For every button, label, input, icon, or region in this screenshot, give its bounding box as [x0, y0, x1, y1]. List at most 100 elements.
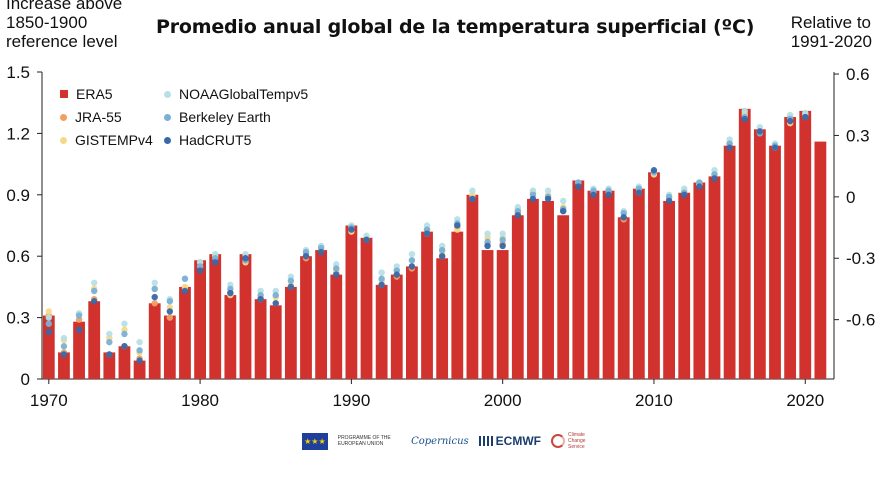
x-tick-label: 2010 [635, 391, 673, 410]
legend-berkeley-label: Berkeley Earth [179, 109, 271, 125]
bar-era5 [179, 286, 191, 379]
right-tick-label: 0 [846, 188, 855, 207]
legend-item-noaa: NOAAGlobalTempv5 [164, 86, 308, 102]
left-tick-label: 1.5 [6, 63, 30, 82]
right-tick-label: 0.3 [846, 126, 870, 145]
dot-hadcrut [544, 195, 552, 203]
legend-gistemp-marker-icon [60, 136, 67, 144]
dot-hadcrut [590, 191, 597, 198]
dot-berkeley [121, 330, 128, 338]
dot-hadcrut [45, 328, 53, 336]
bar-era5 [330, 274, 343, 379]
dot-berkeley [408, 257, 416, 264]
dot-hadcrut [75, 326, 83, 334]
bar-era5 [496, 250, 509, 379]
legend-item-era5: ERA5 [60, 86, 113, 102]
dot-hadcrut [302, 253, 310, 260]
bar-era5 [239, 254, 252, 379]
x-tick-label: 1990 [332, 391, 370, 410]
dot-hadcrut [423, 230, 431, 237]
bar-era5 [375, 284, 388, 379]
ecmwf-logo-text: ECMWF [495, 434, 541, 448]
legend-jra55-marker-icon [60, 113, 67, 121]
ecmwf-logo: ECMWF [478, 434, 541, 448]
dot-noaa [136, 338, 143, 346]
dot-hadcrut [272, 300, 279, 307]
bar-era5 [632, 188, 645, 379]
dot-hadcrut [499, 242, 506, 250]
bar-era5 [708, 176, 721, 379]
bar-era5 [723, 145, 736, 379]
bar-era5 [42, 315, 55, 379]
bar-era5 [814, 141, 827, 379]
bar-era5 [73, 321, 85, 379]
dot-hadcrut [151, 293, 158, 301]
dot-berkeley [136, 347, 143, 354]
x-tick-label: 2000 [484, 391, 522, 410]
legend-item-hadcrut: HadCRUT5 [164, 132, 251, 148]
dot-noaa [121, 320, 128, 327]
dot-hadcrut [317, 248, 325, 256]
dot-noaa [90, 279, 98, 287]
dot-noaa [499, 230, 506, 237]
dot-berkeley [333, 265, 340, 272]
dot-berkeley [272, 291, 279, 299]
dot-hadcrut [514, 212, 522, 219]
bar-era5 [542, 200, 554, 379]
x-tick-label: 2020 [786, 391, 824, 410]
bar-era5 [194, 260, 206, 379]
left-tick-label: 0.9 [6, 186, 30, 205]
dot-hadcrut [741, 115, 748, 123]
bar-era5 [527, 198, 539, 379]
dot-hadcrut [454, 222, 461, 229]
legend-noaa-label: NOAAGlobalTempv5 [179, 86, 309, 102]
dot-hadcrut [484, 242, 491, 250]
bar-era5 [799, 110, 812, 380]
dot-hadcrut [408, 263, 416, 270]
dot-hadcrut [257, 295, 264, 303]
dot-hadcrut [378, 281, 385, 289]
legend-item-gistemp: GISTEMPv4 [60, 132, 153, 148]
dot-jra55 [166, 314, 174, 321]
left-tick-label: 0 [21, 370, 30, 389]
legend-gistemp-label: GISTEMPv4 [75, 132, 153, 148]
legend-era5-label: ERA5 [76, 86, 113, 102]
dot-noaa [559, 197, 567, 205]
bar-era5 [421, 231, 433, 379]
right-axis-label-line-2: 1991-2020 [790, 32, 872, 51]
dot-noaa [469, 187, 476, 194]
dot-berkeley [378, 275, 385, 282]
dot-hadcrut [287, 283, 295, 291]
bar-era5 [738, 108, 751, 379]
dot-noaa [544, 187, 552, 194]
bar-era5 [103, 352, 116, 379]
dot-berkeley [151, 285, 158, 293]
bar-era5 [118, 346, 131, 379]
dot-berkeley [106, 338, 113, 346]
dot-noaa [484, 230, 491, 237]
dot-hadcrut [60, 351, 68, 358]
dot-noaa [741, 107, 748, 115]
bar-era5 [406, 266, 418, 379]
legend-noaa-marker-icon [164, 90, 171, 98]
dot-hadcrut [121, 343, 128, 350]
legend-jra55-label: JRA-55 [75, 109, 122, 125]
bar-era5 [587, 190, 600, 379]
dot-berkeley [90, 287, 98, 295]
bar-era5 [148, 303, 161, 379]
dot-hadcrut [771, 144, 779, 151]
bar-era5 [617, 217, 630, 379]
dot-berkeley [75, 312, 83, 319]
right-axis-label-line-1: Relative to [790, 13, 872, 32]
bar-era5 [345, 225, 358, 379]
eu-flag-icon: ★★★ [302, 432, 328, 450]
dot-hadcrut [333, 271, 340, 278]
dot-hadcrut [802, 113, 809, 121]
eu-programme-text: PROGRAMME OF THE EUROPEAN UNION [337, 435, 391, 447]
dot-hadcrut [575, 183, 582, 190]
left-axis-label-line-3: reference level [6, 32, 118, 51]
right-tick-label: -0.3 [846, 249, 875, 268]
dot-berkeley [287, 277, 295, 284]
c3s-logo: Climate Change Service [551, 432, 602, 450]
